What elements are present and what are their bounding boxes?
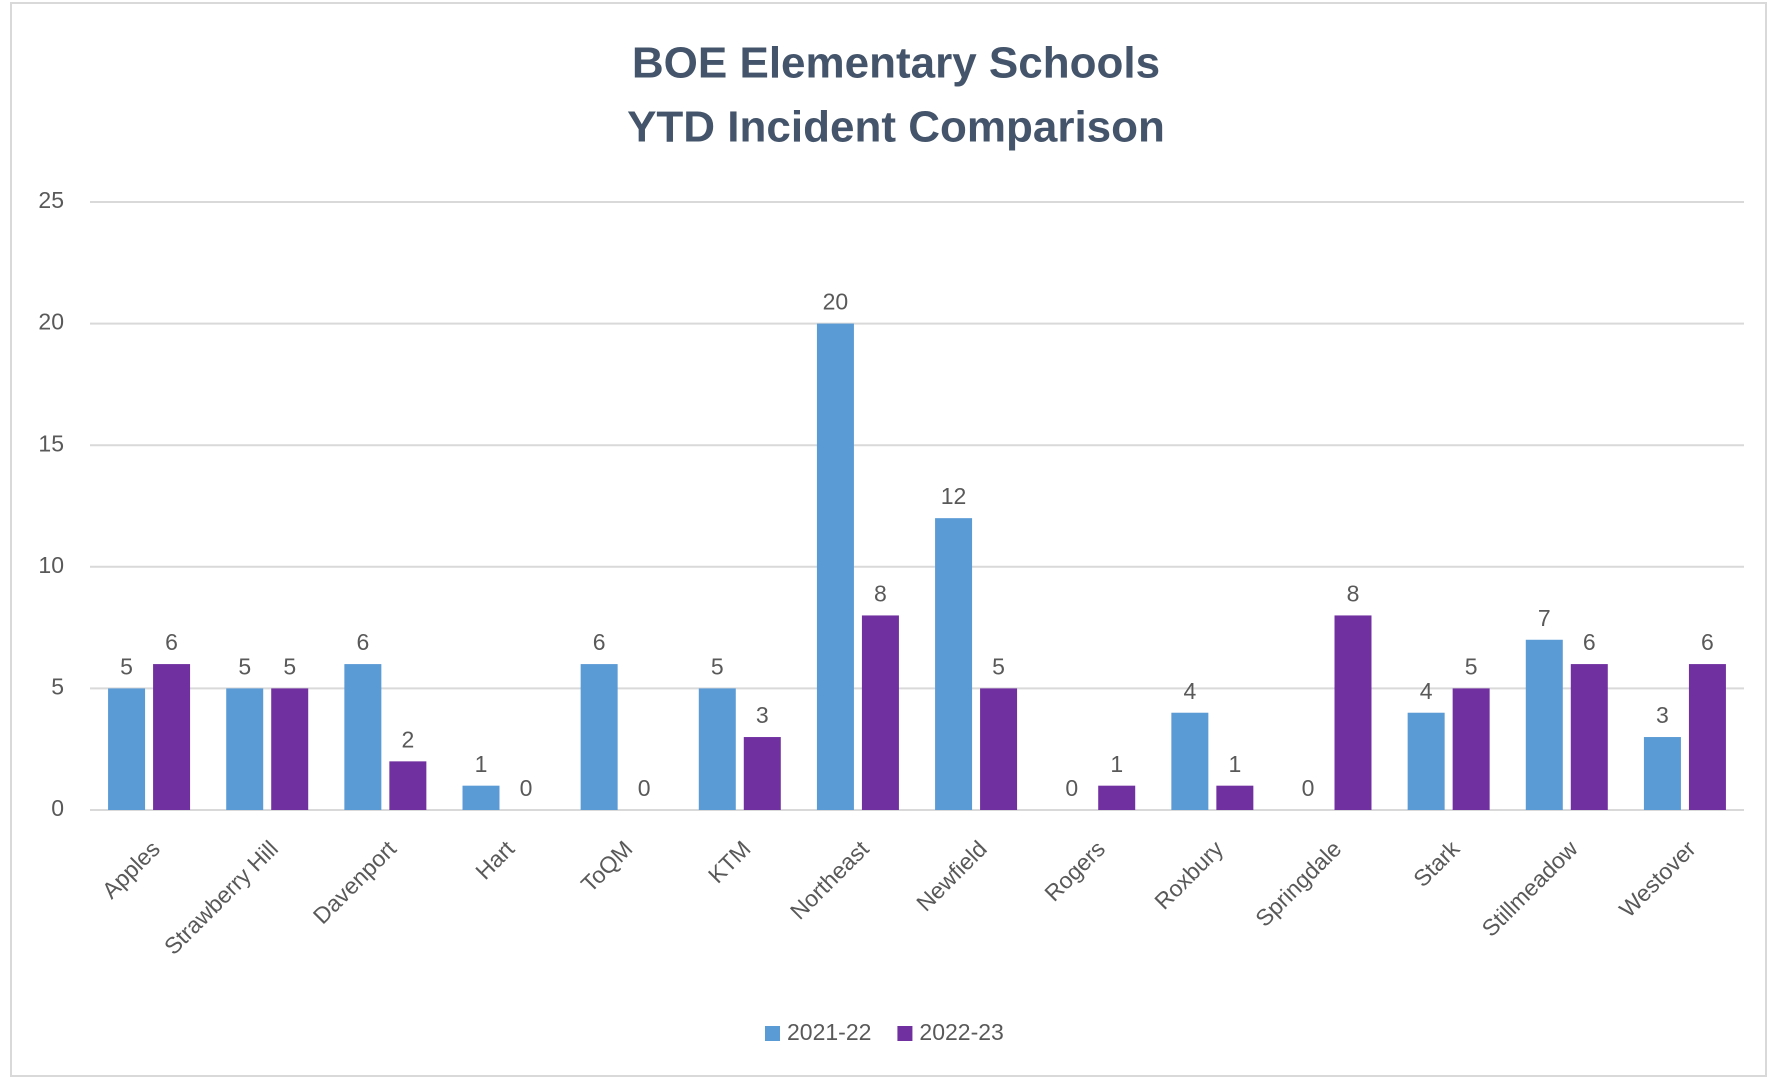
legend-label: 2022-23 xyxy=(919,1019,1003,1045)
data-label: 0 xyxy=(520,775,533,801)
data-label: 12 xyxy=(941,483,967,509)
data-label: 0 xyxy=(1065,775,1078,801)
y-tick-label: 20 xyxy=(38,309,64,335)
data-label: 1 xyxy=(475,751,488,777)
data-label: 0 xyxy=(1302,775,1315,801)
bar xyxy=(1643,737,1681,810)
data-label: 3 xyxy=(756,702,769,728)
bar xyxy=(1098,785,1136,810)
y-tick-label: 5 xyxy=(51,673,64,699)
data-label: 6 xyxy=(165,629,178,655)
data-label: 6 xyxy=(593,629,606,655)
data-label: 2 xyxy=(401,726,414,752)
data-label: 3 xyxy=(1656,702,1669,728)
bar xyxy=(861,615,899,810)
bar xyxy=(226,688,264,810)
y-tick-label: 10 xyxy=(38,552,64,578)
y-tick-label: 15 xyxy=(38,430,64,456)
data-label: 8 xyxy=(1347,581,1360,607)
bar xyxy=(1570,664,1608,810)
bar xyxy=(580,664,618,810)
chart-frame xyxy=(10,2,1767,1077)
bar xyxy=(1171,712,1209,810)
data-label: 5 xyxy=(711,653,724,679)
bar xyxy=(462,785,500,810)
data-label: 6 xyxy=(1701,629,1714,655)
bar xyxy=(1407,712,1445,810)
data-label: 5 xyxy=(120,653,133,679)
bar xyxy=(816,323,854,810)
data-label: 5 xyxy=(992,653,1005,679)
bar xyxy=(980,688,1018,810)
data-label: 4 xyxy=(1420,678,1433,704)
bar xyxy=(271,688,309,810)
chart-title: YTD Incident Comparison xyxy=(627,103,1165,152)
bar xyxy=(1216,785,1254,810)
bar xyxy=(389,761,427,810)
data-label: 7 xyxy=(1538,605,1551,631)
bar xyxy=(153,664,191,810)
bar xyxy=(935,518,973,810)
bar xyxy=(1334,615,1372,810)
data-label: 6 xyxy=(356,629,369,655)
data-label: 5 xyxy=(238,653,251,679)
bar xyxy=(108,688,146,810)
data-label: 6 xyxy=(1583,629,1596,655)
data-label: 0 xyxy=(638,775,651,801)
data-label: 5 xyxy=(1465,653,1478,679)
bar xyxy=(344,664,382,810)
bar xyxy=(743,737,781,810)
data-label: 1 xyxy=(1110,751,1123,777)
legend-label: 2021-22 xyxy=(787,1019,871,1045)
legend-swatch xyxy=(897,1026,913,1041)
legend-swatch xyxy=(765,1026,780,1041)
y-tick-label: 0 xyxy=(51,795,64,821)
bar xyxy=(698,688,736,810)
chart-title: BOE Elementary Schools xyxy=(632,39,1160,88)
bar xyxy=(1452,688,1490,810)
data-label: 4 xyxy=(1183,678,1196,704)
data-label: 1 xyxy=(1228,751,1241,777)
data-label: 8 xyxy=(874,581,887,607)
y-tick-label: 25 xyxy=(38,187,64,213)
bar xyxy=(1688,664,1726,810)
data-label: 5 xyxy=(283,653,296,679)
bar xyxy=(1525,639,1563,810)
data-label: 20 xyxy=(823,289,849,315)
